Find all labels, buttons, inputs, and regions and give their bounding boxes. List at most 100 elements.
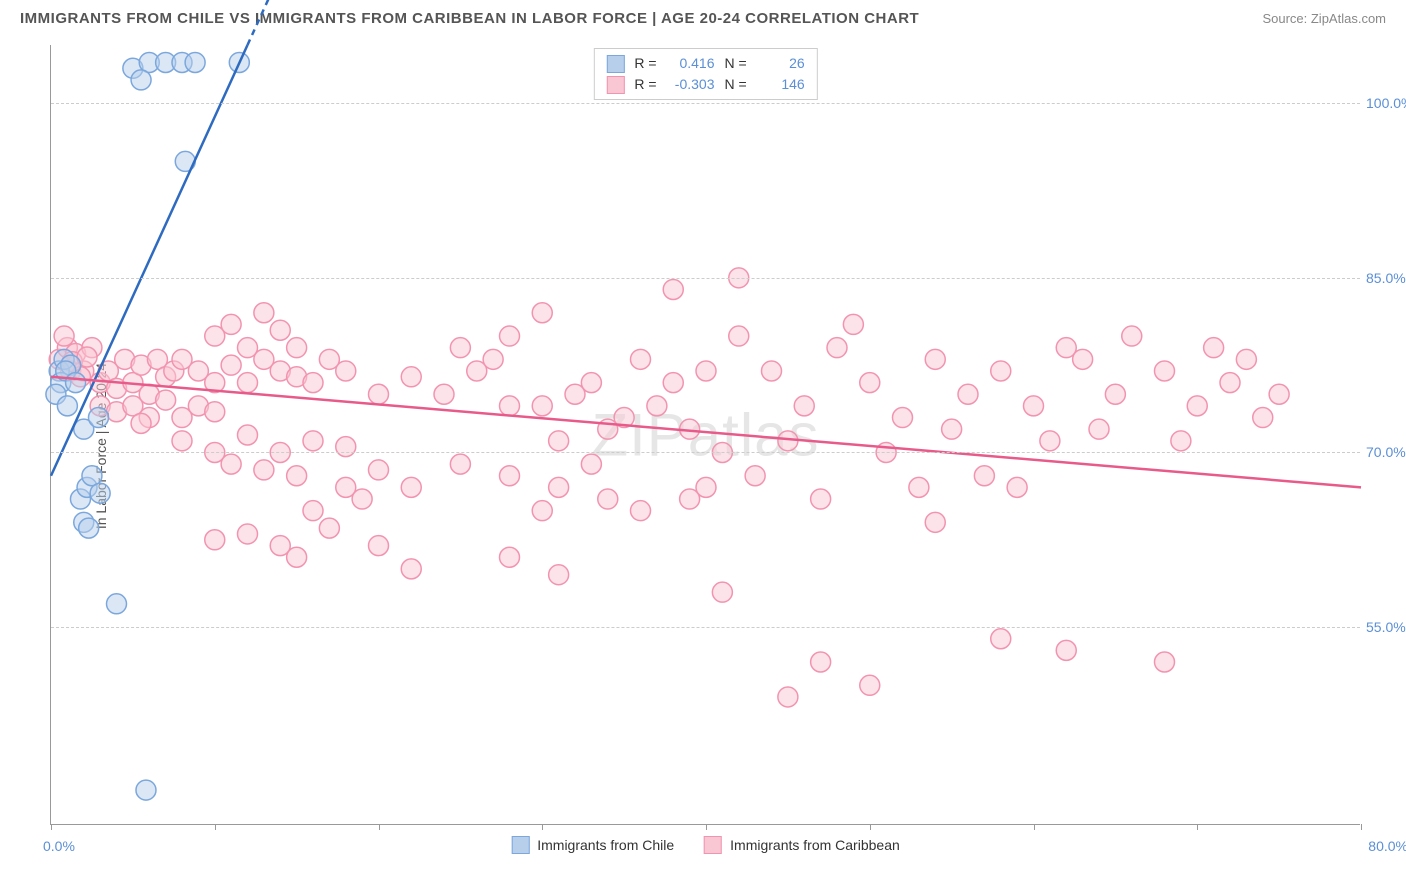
stats-r-label: R = xyxy=(634,53,656,74)
data-point xyxy=(319,349,339,369)
data-point xyxy=(450,338,470,358)
data-point xyxy=(172,431,192,451)
data-point xyxy=(401,477,421,497)
data-point xyxy=(319,518,339,538)
grid-line xyxy=(51,103,1360,104)
data-point xyxy=(1122,326,1142,346)
x-tick xyxy=(1361,824,1362,830)
data-point xyxy=(729,326,749,346)
data-point xyxy=(925,512,945,532)
swatch-chile-icon xyxy=(511,836,529,854)
data-point xyxy=(369,460,389,480)
data-point xyxy=(811,652,831,672)
data-point xyxy=(221,314,241,334)
data-point xyxy=(1056,640,1076,660)
data-point xyxy=(909,477,929,497)
legend-label-caribbean: Immigrants from Caribbean xyxy=(730,837,900,853)
data-point xyxy=(1236,349,1256,369)
stats-n-label: N = xyxy=(725,74,747,95)
data-point xyxy=(238,338,258,358)
x-max-label: 80.0% xyxy=(1368,838,1406,854)
data-point xyxy=(1089,419,1109,439)
data-point xyxy=(401,559,421,579)
data-point xyxy=(631,501,651,521)
data-point xyxy=(532,303,552,323)
data-point xyxy=(90,483,110,503)
data-point xyxy=(762,361,782,381)
stats-legend: R = 0.416 N = 26 R = -0.303 N = 146 xyxy=(593,48,817,100)
data-point xyxy=(794,396,814,416)
data-point xyxy=(238,524,258,544)
source-label: Source: ZipAtlas.com xyxy=(1262,11,1386,26)
data-point xyxy=(1171,431,1191,451)
data-point xyxy=(811,489,831,509)
data-point xyxy=(663,279,683,299)
data-point xyxy=(303,501,323,521)
x-tick xyxy=(1034,824,1035,830)
data-point xyxy=(1105,384,1125,404)
header: IMMIGRANTS FROM CHILE VS IMMIGRANTS FROM… xyxy=(20,10,1386,27)
y-tick-label: 100.0% xyxy=(1366,95,1406,111)
y-tick-label: 70.0% xyxy=(1366,444,1406,460)
data-point xyxy=(483,349,503,369)
data-point xyxy=(974,466,994,486)
data-point xyxy=(549,477,569,497)
data-point xyxy=(712,582,732,602)
stats-n-label: N = xyxy=(725,53,747,74)
data-point xyxy=(647,396,667,416)
data-point xyxy=(54,326,74,346)
data-point xyxy=(1220,373,1240,393)
data-point xyxy=(270,320,290,340)
swatch-chile-icon xyxy=(606,55,624,73)
grid-line xyxy=(51,627,1360,628)
scatter-svg xyxy=(51,45,1360,824)
data-point xyxy=(352,489,372,509)
data-point xyxy=(205,530,225,550)
data-point xyxy=(401,367,421,387)
data-point xyxy=(1253,408,1273,428)
data-point xyxy=(532,396,552,416)
data-point xyxy=(745,466,765,486)
stats-r-chile: 0.416 xyxy=(667,53,715,74)
x-tick xyxy=(870,824,871,830)
data-point xyxy=(88,408,108,428)
chart-title: IMMIGRANTS FROM CHILE VS IMMIGRANTS FROM… xyxy=(20,10,919,27)
legend-item-caribbean: Immigrants from Caribbean xyxy=(704,836,900,854)
data-point xyxy=(532,501,552,521)
swatch-caribbean-icon xyxy=(704,836,722,854)
data-point xyxy=(696,361,716,381)
data-point xyxy=(500,326,520,346)
stats-r-caribbean: -0.303 xyxy=(667,74,715,95)
data-point xyxy=(827,338,847,358)
x-tick xyxy=(51,824,52,830)
data-point xyxy=(434,384,454,404)
data-point xyxy=(663,373,683,393)
stats-row-chile: R = 0.416 N = 26 xyxy=(606,53,804,74)
stats-n-chile: 26 xyxy=(757,53,805,74)
data-point xyxy=(500,396,520,416)
legend-label-chile: Immigrants from Chile xyxy=(537,837,674,853)
data-point xyxy=(303,431,323,451)
swatch-caribbean-icon xyxy=(606,76,624,94)
data-point xyxy=(860,675,880,695)
data-point xyxy=(66,373,86,393)
y-tick-label: 55.0% xyxy=(1366,619,1406,635)
data-point xyxy=(500,547,520,567)
plot-area: ZIPatlas R = 0.416 N = 26 R = -0.303 N =… xyxy=(50,45,1360,825)
data-point xyxy=(925,349,945,369)
stats-r-label: R = xyxy=(634,74,656,95)
data-point xyxy=(1155,361,1175,381)
data-point xyxy=(369,536,389,556)
data-point xyxy=(156,390,176,410)
data-point xyxy=(450,454,470,474)
data-point xyxy=(303,373,323,393)
x-tick xyxy=(542,824,543,830)
data-point xyxy=(696,477,716,497)
data-point xyxy=(1187,396,1207,416)
data-point xyxy=(778,687,798,707)
stats-n-caribbean: 146 xyxy=(757,74,805,95)
x-tick xyxy=(706,824,707,830)
data-point xyxy=(958,384,978,404)
data-point xyxy=(136,780,156,800)
data-point xyxy=(185,52,205,72)
